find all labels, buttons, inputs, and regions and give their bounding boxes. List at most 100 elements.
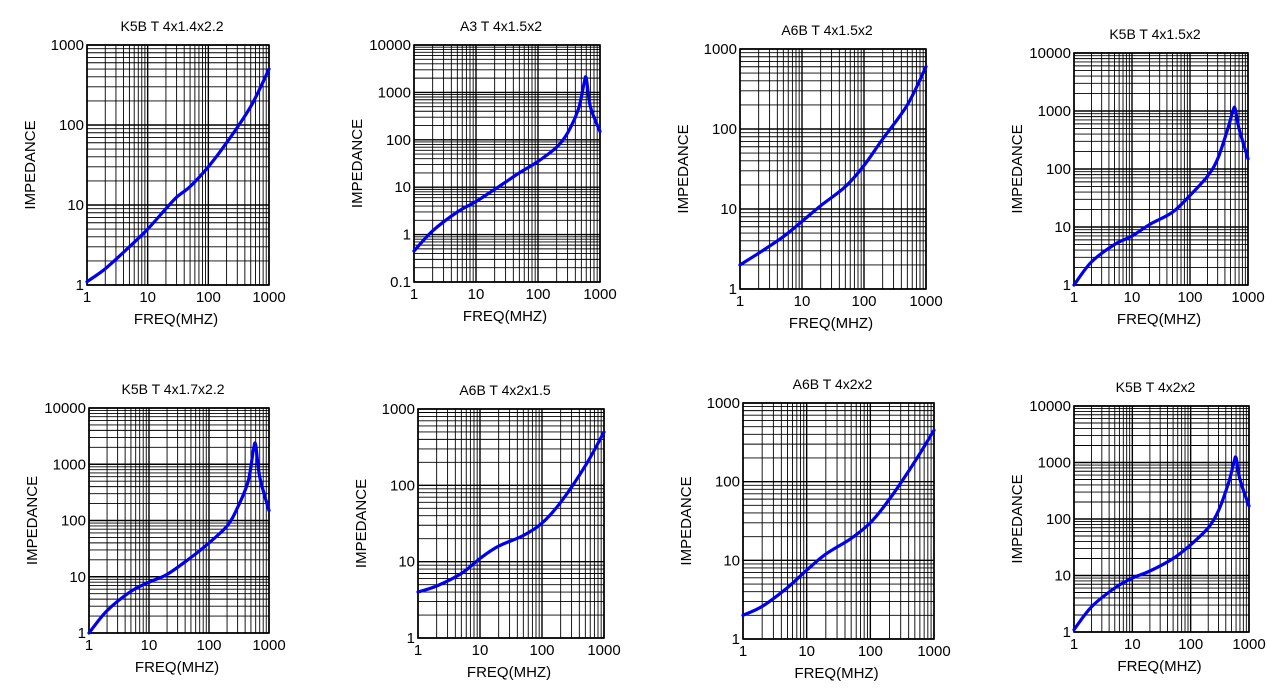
- grid-lines: [414, 45, 600, 282]
- x-tick-label: 1000: [583, 286, 616, 303]
- data-point: [1172, 557, 1174, 560]
- y-axis-label: IMPEDANCE: [1009, 124, 1026, 213]
- x-tick-label: 1: [414, 642, 422, 659]
- data-point: [1073, 284, 1075, 286]
- grid-major: [413, 44, 601, 283]
- data-point: [417, 591, 419, 593]
- y-tick-label: 10000: [369, 37, 411, 54]
- data-point: [165, 208, 167, 210]
- y-tick-label: 100: [386, 132, 411, 149]
- x-axis-label: FREQ(MHZ): [1117, 658, 1201, 675]
- y-axis-label: IMPEDANCE: [353, 479, 370, 568]
- plot-frame: [88, 407, 270, 634]
- x-tick-label: 10: [1124, 289, 1141, 306]
- chart-1: K5B T 4x1.4x2.2 1 10 100 1000 1 10 100 1000 FREQ(…: [22, 18, 286, 328]
- data-point: [166, 573, 168, 576]
- data-point: [739, 264, 741, 266]
- x-tick-label: 1000: [909, 293, 942, 310]
- x-axis-label: FREQ(MHZ): [789, 315, 873, 332]
- data-point: [583, 83, 585, 85]
- data-point: [259, 476, 261, 478]
- x-tick-label: 1000: [252, 637, 285, 654]
- data-point: [494, 188, 496, 190]
- grid-major: [417, 408, 605, 639]
- x-tick-label: 1000: [917, 643, 950, 660]
- impedance-curve: [738, 65, 928, 267]
- data-point: [1090, 606, 1093, 608]
- data-point: [1235, 457, 1237, 459]
- data-point: [106, 610, 108, 612]
- x-axis-label: FREQ(MHZ): [135, 659, 219, 676]
- plot-frame: [739, 48, 927, 290]
- data-point: [869, 522, 871, 524]
- y-axis-label: IMPEDANCE: [22, 120, 39, 209]
- chart-title: K5B T 4x1.7x2.2: [122, 381, 225, 397]
- data-point: [88, 632, 90, 634]
- data-point: [585, 77, 587, 79]
- x-axis-label: FREQ(MHZ): [463, 308, 547, 325]
- data-point: [86, 281, 88, 283]
- data-point: [1114, 587, 1116, 589]
- data-point: [1238, 127, 1240, 130]
- data-point: [1217, 158, 1219, 160]
- chart-title: K5B T 4x1.5x2: [1109, 26, 1201, 42]
- x-tick-label: 100: [525, 286, 550, 303]
- grid-major: [86, 44, 270, 286]
- x-tick-label: 100: [196, 637, 221, 654]
- y-tick-label: 0.1: [390, 274, 411, 291]
- chart-5: K5B T 4x1.7x2.2 1 10 100 1000 1 10 100 1000 10000…: [24, 381, 286, 676]
- data-point: [1233, 461, 1235, 464]
- data-point: [1113, 243, 1116, 246]
- data-point: [556, 146, 558, 148]
- x-tick-label: 1: [83, 289, 91, 306]
- y-tick-label: 10: [69, 569, 86, 586]
- plot-frame: [413, 44, 601, 283]
- chart-title: K5B T 4x2x2: [1116, 379, 1196, 395]
- y-axis-label: IMPEDANCE: [349, 119, 366, 208]
- data-point: [1228, 481, 1230, 483]
- impedance-curve: [1072, 105, 1250, 287]
- grid-lines: [743, 403, 934, 639]
- impedance-curve: [1072, 455, 1251, 632]
- data-point: [882, 138, 884, 140]
- plot-frame: [1073, 405, 1250, 633]
- data-point: [436, 585, 438, 587]
- y-tick-label: 10000: [44, 400, 86, 417]
- y-axis-label: IMPEDANCE: [24, 476, 41, 565]
- y-tick-label: 10000: [1029, 45, 1071, 62]
- data-point: [208, 542, 210, 544]
- chart-7: A6B T 4x2x2 1 10 100 1000 1 10 100 1000 FREQ(MHZ)…: [678, 376, 951, 682]
- data-point: [1217, 510, 1220, 512]
- y-tick-label: 10: [723, 552, 740, 569]
- data-point: [1171, 211, 1174, 213]
- y-tick-label: 100: [59, 117, 84, 134]
- data-point: [1090, 261, 1093, 263]
- data-point: [742, 614, 744, 616]
- y-tick-label: 100: [715, 474, 740, 491]
- data-point: [589, 106, 591, 108]
- data-point: [432, 230, 434, 232]
- data-point: [801, 220, 803, 222]
- data-point: [1149, 570, 1151, 572]
- data-point: [761, 605, 763, 607]
- data-point: [255, 444, 257, 446]
- chart-title: A6B T 4x2x1.5: [459, 382, 551, 398]
- data-point: [758, 252, 760, 254]
- data-point: [237, 506, 239, 509]
- x-tick-label: 10: [141, 637, 158, 654]
- data-point: [498, 545, 500, 547]
- x-tick-label: 100: [529, 642, 554, 659]
- data-point: [1206, 175, 1209, 177]
- data-point: [1232, 110, 1234, 112]
- x-tick-label: 10: [139, 289, 156, 306]
- data-point: [1148, 223, 1151, 226]
- x-tick-label: 1: [736, 293, 744, 310]
- data-point: [850, 537, 852, 540]
- data-point: [1207, 527, 1209, 529]
- chart-6: A6B T 4x2x1.5 1 10 100 1000 1 10 100 1000 FREQ(MH…: [353, 382, 621, 681]
- y-tick-label: 1000: [707, 395, 740, 412]
- data-point: [1227, 127, 1229, 130]
- data-point: [786, 587, 789, 589]
